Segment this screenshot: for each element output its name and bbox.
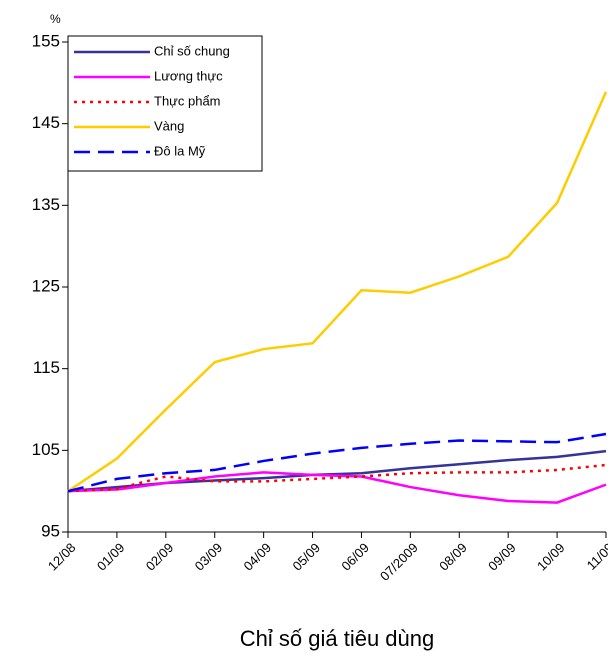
y-tick-label: 105 — [32, 440, 60, 459]
x-tick-label: 02/09 — [143, 540, 177, 574]
series-line — [67, 91, 608, 493]
y-tick-label: 145 — [32, 113, 60, 132]
x-tick-label: 09/09 — [485, 540, 519, 574]
x-tick-label: 10/09 — [534, 540, 568, 574]
y-tick-label: 155 — [32, 31, 60, 50]
legend-text: Vàng — [154, 118, 184, 133]
legend-text: Đô la Mỹ — [154, 143, 206, 158]
series-line — [67, 471, 607, 504]
y-tick-label: 115 — [33, 358, 60, 377]
x-tick-label: 06/09 — [338, 540, 372, 574]
legend-text: Thực phẩm — [154, 93, 221, 108]
x-tick-label: 01/09 — [94, 540, 128, 574]
y-tick-label: 125 — [32, 276, 60, 295]
x-tick-label: 11/09 — [584, 540, 608, 573]
x-tick-label: 12/08 — [45, 540, 79, 574]
x-tick-label: 05/09 — [289, 540, 323, 574]
x-tick-label: 07/2009 — [377, 540, 421, 584]
y-tick-label: 95 — [41, 521, 60, 540]
legend-box — [67, 35, 263, 172]
legend: Chỉ số chung Lương thực Thực phẩm Vàng Đô la… — [67, 35, 263, 172]
legend-text: Lương thực — [154, 68, 223, 83]
x-tick-label: 08/09 — [436, 540, 470, 574]
x-tick-label: 03/09 — [192, 540, 226, 574]
series-line — [67, 432, 607, 493]
y-tick-label: 135 — [32, 195, 60, 214]
x-tick-label: 04/09 — [241, 540, 275, 574]
chart-title: Chỉ số giá tiêu dùng — [240, 626, 434, 651]
y-axis-label: % — [50, 12, 61, 26]
legend-text: Chỉ số chung — [154, 43, 230, 58]
series-line — [67, 463, 607, 493]
